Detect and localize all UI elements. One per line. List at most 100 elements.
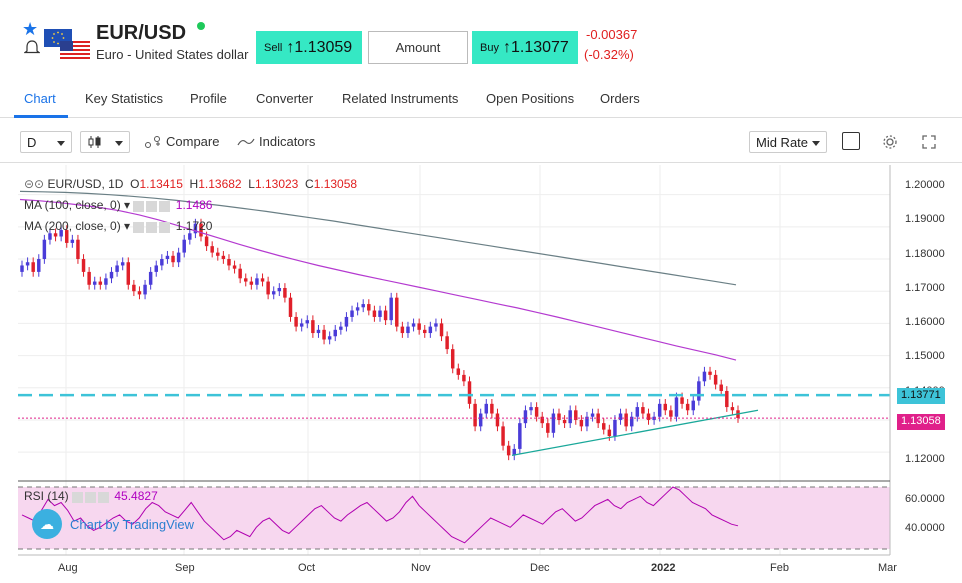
candle-body xyxy=(305,320,310,324)
hline-price-tag: 1.13771 xyxy=(897,388,945,404)
y-tick: 1.20000 xyxy=(905,179,945,191)
tab-related-instruments[interactable]: Related Instruments xyxy=(342,91,459,106)
candle-body xyxy=(25,262,30,266)
favorite-star-icon[interactable]: ★ xyxy=(22,19,39,39)
candle-body xyxy=(132,284,136,292)
candle-body xyxy=(428,326,433,334)
candle-body xyxy=(406,326,410,334)
candle-body xyxy=(277,287,282,292)
tab-bar: Chart Key Statistics Profile Converter R… xyxy=(0,82,962,118)
header: ★ EUR/USD Euro - United States dollar Se… xyxy=(0,0,962,82)
candle-body xyxy=(37,259,41,272)
x-tick: Mar xyxy=(878,562,897,574)
candle-body xyxy=(680,397,684,404)
interval-select[interactable]: D xyxy=(20,131,72,153)
trend-line xyxy=(511,409,759,456)
rsi-legend: RSI (14) 45.4827 xyxy=(24,489,158,504)
tradingview-logo-icon: ☁ xyxy=(32,509,62,539)
candle-body xyxy=(400,326,405,334)
x-tick: 2022 xyxy=(651,562,676,574)
candle-body xyxy=(339,326,343,330)
x-tick: Feb xyxy=(770,562,789,574)
ma100-controls[interactable] xyxy=(133,199,172,213)
indicators-icon[interactable] xyxy=(237,137,255,147)
sell-label: Sell xyxy=(264,41,283,54)
tab-open-positions[interactable]: Open Positions xyxy=(486,91,575,106)
rsi-guide-lines xyxy=(18,486,890,550)
buy-button[interactable]: Buy ↑1.13077 xyxy=(472,31,578,64)
candle-body xyxy=(188,233,192,240)
rsi-tick: 60.0000 xyxy=(905,493,945,505)
candle-body xyxy=(260,278,265,282)
candle-body xyxy=(445,336,449,350)
ma100-line xyxy=(19,198,737,361)
candle-body xyxy=(227,259,231,266)
ma200-controls[interactable] xyxy=(133,220,172,234)
candle-body xyxy=(311,320,315,334)
candle-body xyxy=(294,316,298,327)
ma200-line xyxy=(19,190,737,286)
rate-select[interactable]: Mid Rate xyxy=(749,131,827,153)
symbol-subtitle: Euro - United States dollar xyxy=(96,47,249,62)
candle-body xyxy=(154,265,158,272)
candle-body xyxy=(42,239,47,260)
candle-body xyxy=(255,278,259,285)
candle-body xyxy=(210,246,214,253)
candlestick-icon xyxy=(88,136,101,148)
ohlc-legend: ⊝⊙ EUR/USD, 1D O1.13415 H1.13682 L1.1302… xyxy=(24,177,358,191)
candle-body xyxy=(344,316,349,327)
buy-price: ↑1.13077 xyxy=(502,38,569,56)
candle-body xyxy=(216,252,220,256)
candle-body xyxy=(434,323,438,327)
candle-body xyxy=(244,278,248,282)
rsi-controls[interactable] xyxy=(72,490,111,504)
candle-body xyxy=(350,310,354,317)
tab-profile[interactable]: Profile xyxy=(190,91,227,106)
candle-body xyxy=(501,426,505,446)
candle-body xyxy=(646,413,651,420)
chart-type-select[interactable] xyxy=(80,131,130,153)
drawing-toggle-checkbox[interactable] xyxy=(842,132,860,150)
candle-body xyxy=(204,236,209,247)
candle-body xyxy=(635,407,640,417)
sell-button[interactable]: Sell ↑1.13059 xyxy=(256,31,362,64)
candle-body xyxy=(456,368,461,375)
indicators-button[interactable]: Indicators xyxy=(259,134,316,149)
bell-icon[interactable] xyxy=(24,40,40,54)
candle-body xyxy=(506,445,511,456)
candle-body xyxy=(613,419,617,437)
tab-key-statistics[interactable]: Key Statistics xyxy=(85,91,164,106)
rate-value: Mid Rate xyxy=(756,134,809,150)
candle-body xyxy=(557,413,561,420)
change-percent: (-0.32%) xyxy=(584,47,634,62)
chevron-down-icon xyxy=(57,141,65,146)
tradingview-badge[interactable]: ☁ Chart by TradingView xyxy=(32,509,194,539)
candle-body xyxy=(115,265,119,272)
legend-symbol: EUR/USD, 1D xyxy=(47,177,124,191)
candle-body xyxy=(574,410,578,420)
candle-body xyxy=(702,371,707,382)
symbol-title: EUR/USD xyxy=(96,22,187,44)
ma100-legend: MA (100, close, 0) ▾ 1.1486 xyxy=(24,198,213,213)
gear-icon[interactable] xyxy=(882,134,898,150)
compare-button[interactable]: Compare xyxy=(166,134,220,149)
price-chart[interactable]: ⊝⊙ EUR/USD, 1D O1.13415 H1.13682 L1.1302… xyxy=(0,165,962,583)
candle-body xyxy=(674,397,679,417)
tab-chart[interactable]: Chart xyxy=(24,91,56,106)
tab-orders[interactable]: Orders xyxy=(600,91,640,106)
x-tick: Nov xyxy=(411,562,431,574)
candle-body xyxy=(65,230,69,243)
candle-body xyxy=(98,281,103,285)
candle-body xyxy=(148,271,153,285)
candle-body xyxy=(283,287,287,298)
candle-body xyxy=(389,297,393,321)
candle-body xyxy=(607,429,612,437)
tab-converter[interactable]: Converter xyxy=(256,91,314,106)
amount-input[interactable]: Amount xyxy=(368,31,468,64)
compare-icon[interactable] xyxy=(144,135,162,149)
candle-body xyxy=(518,423,522,449)
candle-body xyxy=(31,262,35,272)
candle-body xyxy=(708,371,712,375)
candle-body xyxy=(411,323,416,327)
fullscreen-icon[interactable] xyxy=(922,135,936,149)
